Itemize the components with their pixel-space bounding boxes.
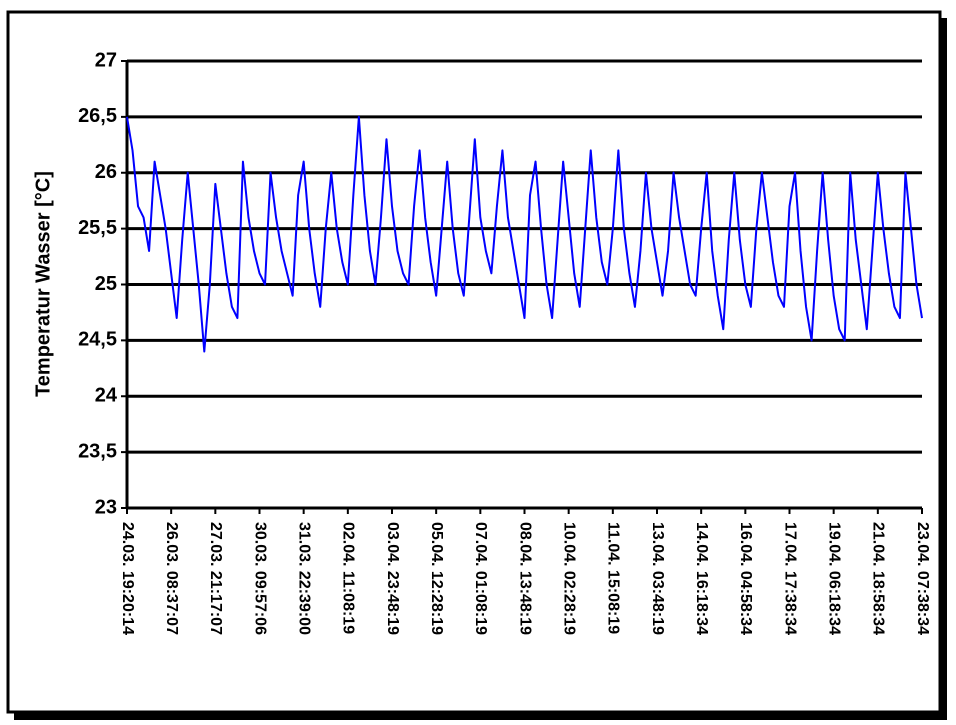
y-axis-title: Temperatur Wasser [°C] <box>32 171 54 397</box>
x-tick-label: 26.03. 08:37:07 <box>163 522 180 635</box>
y-tick-label: 25 <box>95 273 117 295</box>
chart-frame <box>6 10 942 714</box>
y-tick-label: 24,5 <box>78 329 117 351</box>
x-tick-label: 17.04. 17:38:34 <box>781 522 798 635</box>
x-tick-label: 05.04. 12:28:19 <box>428 522 445 635</box>
x-tick-label: 27.03. 21:17:07 <box>207 522 224 635</box>
x-tick-label: 19.04. 06:18:34 <box>825 522 842 635</box>
x-tick-label: 31.03. 22:39:00 <box>295 522 312 635</box>
x-tick-label: 13.04. 03:48:19 <box>649 522 666 635</box>
x-tick-label: 08.04. 13:48:19 <box>516 522 533 635</box>
y-tick-label: 27 <box>95 49 117 71</box>
y-tick-label: 23,5 <box>78 440 117 462</box>
x-tick-label: 24.03. 19:20:14 <box>119 522 136 635</box>
data-line <box>126 115 923 353</box>
y-tick-label: 26,5 <box>78 105 117 127</box>
y-tick-label: 26 <box>95 161 117 183</box>
x-tick-label: 07.04. 01:08:19 <box>472 522 489 635</box>
y-tick-label: 25,5 <box>78 217 117 239</box>
x-tick-label: 21.04. 18:58:34 <box>870 522 887 635</box>
x-tick-label: 02.04. 11:08:19 <box>340 522 357 634</box>
x-tick-label: 14.04. 16:18:34 <box>693 522 710 635</box>
x-tick-label: 23.04. 07:38:34 <box>914 522 931 635</box>
x-tick-label: 03.04. 23:48:19 <box>384 522 401 635</box>
y-tick-label: 24 <box>95 385 118 407</box>
y-tick-label: 23 <box>95 496 117 518</box>
x-tick-label: 11.04. 15:08:19 <box>605 522 622 634</box>
x-tick-label: 16.04. 04:58:34 <box>737 522 754 635</box>
x-tick-label: 10.04. 02:28:19 <box>560 522 577 635</box>
x-tick-label: 30.03. 09:57:06 <box>251 522 268 635</box>
